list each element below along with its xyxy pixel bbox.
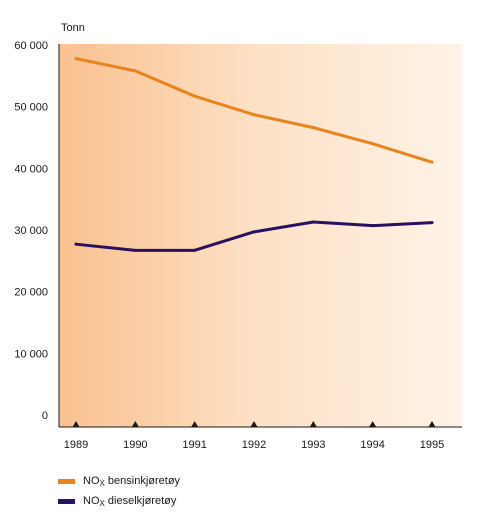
data-point [371,142,375,146]
y-tick-label: 20 000 [14,287,48,299]
x-tick-label: 1995 [420,439,444,451]
y-tick-label: 40 000 [14,163,48,175]
y-unit-label: Tonn [61,22,85,34]
x-tick-marker [369,421,377,427]
data-point [74,242,78,246]
y-tick-label: 10 000 [14,348,48,360]
x-tick-label: 1994 [360,439,384,451]
data-point [193,248,197,252]
data-point [74,57,78,61]
x-tick-label: 1990 [123,439,147,451]
line-chart: Tonn 0 10 000 20 000 30 000 40 000 50 000 60 0… [14,22,462,451]
data-point [193,94,197,98]
plot-background [59,44,462,427]
data-point [133,248,137,252]
legend-item: NOX bensinkjøretøy [58,471,180,491]
data-point [252,230,256,234]
data-point [430,160,434,164]
x-tick-label: 1991 [182,439,206,451]
x-axis-ticks: 1989 1990 1991 1992 1993 1994 1995 [64,421,444,451]
data-point [252,113,256,117]
x-tick-marker [309,421,317,427]
legend-item: NOX dieselkjøretøy [58,491,180,511]
x-tick-label: 1989 [64,439,88,451]
data-point [311,220,315,224]
series-lines [74,57,434,252]
x-tick-marker [250,421,258,427]
legend-label: NOX dieselkjøretøy [83,494,177,508]
x-tick-marker [428,421,436,427]
data-point [133,69,137,73]
y-tick-label: 0 [42,410,48,422]
x-tick-marker [191,421,199,427]
data-point [371,224,375,228]
legend-swatch [58,478,75,484]
data-point [311,126,315,130]
x-tick-label: 1992 [242,439,266,451]
x-tick-label: 1993 [301,439,325,451]
x-tick-marker [131,421,139,427]
x-tick-marker [72,421,80,427]
y-tick-label: 30 000 [14,225,48,237]
data-point [430,221,434,225]
y-axis-ticks: 0 10 000 20 000 30 000 40 000 50 000 60 000 [14,40,48,422]
legend-swatch [58,498,75,504]
y-tick-label: 50 000 [14,102,48,114]
legend-label: NOX bensinkjøretøy [83,474,181,488]
y-tick-label: 60 000 [14,40,48,52]
legend: NOX bensinkjøretøy NOX dieselkjøretøy [58,471,180,511]
